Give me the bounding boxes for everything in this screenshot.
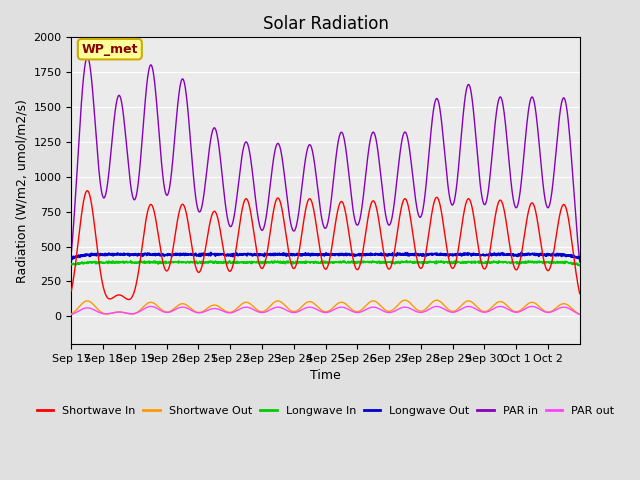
Title: Solar Radiation: Solar Radiation <box>262 15 388 33</box>
Y-axis label: Radiation (W/m2, umol/m2/s): Radiation (W/m2, umol/m2/s) <box>15 99 28 283</box>
X-axis label: Time: Time <box>310 370 341 383</box>
Text: WP_met: WP_met <box>81 43 138 56</box>
Legend: Shortwave In, Shortwave Out, Longwave In, Longwave Out, PAR in, PAR out: Shortwave In, Shortwave Out, Longwave In… <box>32 402 619 421</box>
